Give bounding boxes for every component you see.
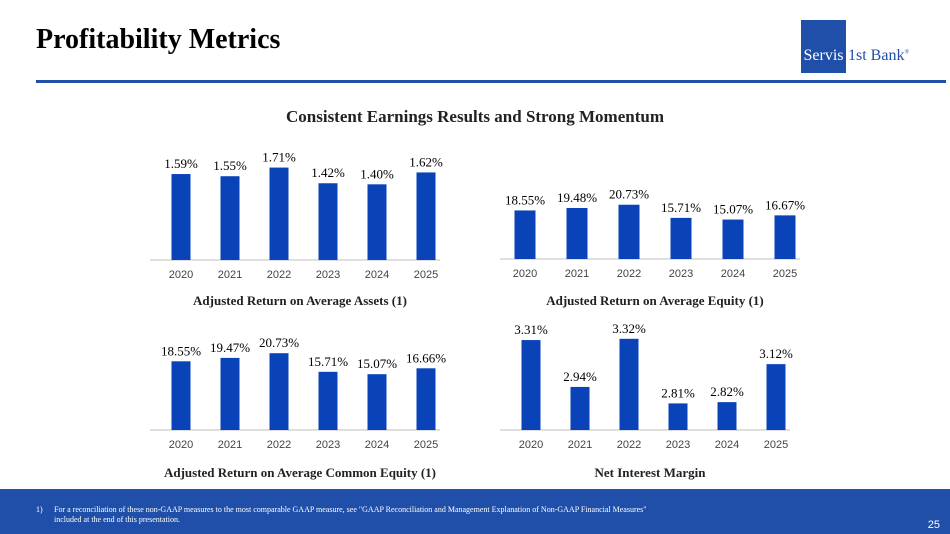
tick-label-roae-2022: 2022	[617, 268, 641, 280]
chart-adjusted-roaa: 1.59% 2020 1.55% 2021 1.71% 2022 1.42% 2023 1.40…	[150, 150, 443, 281]
data-label-roace-2023: 15.71%	[308, 354, 348, 369]
bar-nim-2025	[766, 364, 786, 430]
bar-roae-2024	[722, 219, 744, 259]
data-label-roaa-2021: 1.55%	[213, 158, 247, 173]
data-label-roace-2024: 15.07%	[357, 356, 397, 371]
data-label-roaa-2024: 1.40%	[360, 166, 394, 181]
tick-label-roace-2024: 2024	[365, 439, 389, 451]
tick-label-nim-2022: 2022	[617, 439, 641, 451]
data-label-roae-2022: 20.73%	[609, 187, 649, 202]
footer-bar	[0, 489, 950, 534]
tick-label-roae-2023: 2023	[669, 268, 693, 280]
tick-label-roae-2024: 2024	[721, 268, 745, 280]
logo-registered-mark: ®	[904, 49, 910, 56]
tick-label-roae-2020: 2020	[513, 268, 537, 280]
bar-roaa-2025	[416, 172, 436, 260]
servisfirst-logo: Servis 1st Bank®	[801, 20, 911, 73]
tick-label-roae-2021: 2021	[565, 268, 589, 280]
tick-label-roaa-2022: 2022	[267, 269, 291, 281]
bar-roace-2023	[318, 371, 338, 430]
chart-net-interest-margin: 3.31% 2020 2.94% 2021 3.32% 2022 2.81% 2023 2.82…	[500, 321, 793, 451]
tick-label-roaa-2024: 2024	[365, 269, 389, 281]
tick-label-roae-2025: 2025	[773, 268, 797, 280]
bar-roace-2025	[416, 368, 436, 430]
tick-label-roaa-2025: 2025	[414, 269, 438, 281]
bar-nim-2021	[570, 386, 590, 430]
bar-roaa-2020	[171, 174, 191, 260]
data-label-nim-2024: 2.82%	[710, 384, 744, 399]
data-label-roaa-2020: 1.59%	[164, 156, 198, 171]
data-label-nim-2022: 3.32%	[612, 321, 646, 336]
data-label-roae-2021: 19.48%	[557, 190, 597, 205]
tick-label-roaa-2023: 2023	[316, 269, 340, 281]
bar-nim-2023	[668, 403, 688, 430]
chart-title-net-interest-margin: Net Interest Margin	[594, 465, 706, 480]
tick-label-nim-2024: 2024	[715, 439, 739, 451]
bar-roaa-2024	[367, 184, 387, 260]
bar-roaa-2023	[318, 183, 338, 260]
data-label-roace-2025: 16.66%	[406, 350, 446, 365]
tick-label-roace-2021: 2021	[218, 439, 242, 451]
data-label-roae-2023: 15.71%	[661, 200, 701, 215]
tick-label-roace-2022: 2022	[267, 439, 291, 451]
bar-roace-2022	[269, 353, 289, 430]
data-label-roaa-2022: 1.71%	[262, 150, 296, 165]
tick-label-nim-2025: 2025	[764, 439, 788, 451]
data-label-roae-2024: 15.07%	[713, 202, 753, 217]
logo-box: Servis	[801, 20, 846, 73]
logo-text: 1st Bank®	[846, 47, 909, 73]
data-label-roae-2020: 18.55%	[505, 192, 545, 207]
bar-roae-2023	[670, 217, 692, 259]
chart-title-adjusted-roae: Adjusted Return on Average Equity (1)	[546, 293, 764, 308]
data-label-roaa-2025: 1.62%	[409, 154, 443, 169]
page-subtitle: Consistent Earnings Results and Strong M…	[286, 107, 664, 126]
data-label-roace-2021: 19.47%	[210, 340, 250, 355]
bar-roae-2021	[566, 208, 588, 259]
footnote-number: 1)	[36, 505, 43, 514]
chart-title-adjusted-roace: Adjusted Return on Average Common Equity…	[163, 465, 437, 480]
data-label-nim-2020: 3.31%	[514, 322, 548, 337]
bar-roae-2025	[774, 215, 796, 259]
tick-label-nim-2020: 2020	[519, 439, 543, 451]
logo-box-text: Servis	[803, 47, 844, 64]
data-label-roae-2025: 16.67%	[765, 197, 805, 212]
bar-roae-2022	[618, 204, 640, 259]
page-number: 25	[927, 519, 940, 531]
data-label-roaa-2023: 1.42%	[311, 165, 345, 180]
data-label-nim-2021: 2.94%	[563, 369, 597, 384]
tick-label-nim-2021: 2021	[568, 439, 592, 451]
tick-label-roaa-2021: 2021	[218, 269, 242, 281]
bar-nim-2024	[717, 402, 737, 430]
bar-roaa-2022	[269, 167, 289, 260]
data-label-nim-2025: 3.12%	[759, 346, 793, 361]
data-label-roace-2022: 20.73%	[259, 335, 299, 350]
footnote-text: For a reconciliation of these non-GAAP m…	[54, 505, 647, 524]
title-rule	[36, 80, 946, 83]
logo-text-label: 1st Bank	[848, 47, 905, 64]
tick-label-roace-2025: 2025	[414, 439, 438, 451]
tick-label-roace-2020: 2020	[169, 439, 193, 451]
bar-roace-2021	[220, 357, 240, 430]
tick-label-roace-2023: 2023	[316, 439, 340, 451]
tick-label-nim-2023: 2023	[666, 439, 690, 451]
data-label-roace-2020: 18.55%	[161, 343, 201, 358]
chart-adjusted-roace: 18.55% 2020 19.47% 2021 20.73% 2022 15.71% 2023…	[150, 335, 446, 451]
chart-title-adjusted-roaa: Adjusted Return on Average Assets (1)	[193, 293, 407, 308]
chart-adjusted-roae: 18.55% 2020 19.48% 2021 20.73% 2022 15.71% 2023…	[500, 187, 805, 280]
data-label-nim-2023: 2.81%	[661, 385, 695, 400]
tick-label-roaa-2020: 2020	[169, 269, 193, 281]
bar-roace-2024	[367, 374, 387, 430]
bar-roae-2020	[514, 210, 536, 259]
bar-nim-2022	[619, 338, 639, 430]
page-title: Profitability Metrics	[36, 24, 281, 55]
bar-roace-2020	[171, 361, 191, 430]
bar-roaa-2021	[220, 176, 240, 260]
bar-nim-2020	[521, 340, 541, 430]
